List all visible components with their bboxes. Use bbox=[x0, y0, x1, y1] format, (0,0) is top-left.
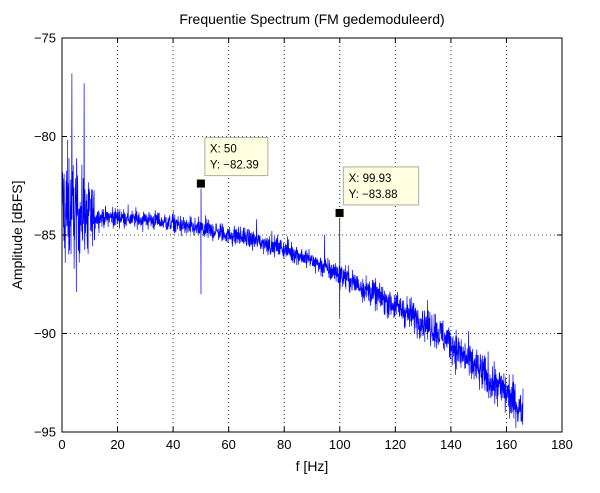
chart-title: Frequentie Spectrum (FM gedemoduleerd) bbox=[179, 11, 444, 27]
x-tick-label: 120 bbox=[384, 437, 406, 452]
datatip-box bbox=[343, 166, 420, 206]
x-tick-label: 40 bbox=[166, 437, 180, 452]
x-tick-label: 160 bbox=[496, 437, 518, 452]
datatip-y-label: Y: −82.39 bbox=[210, 160, 259, 172]
y-tick-label: −75 bbox=[34, 31, 56, 46]
y-tick-label: −90 bbox=[34, 326, 56, 341]
x-tick-label: 100 bbox=[329, 437, 351, 452]
y-axis-label: Amplitude [dBFS] bbox=[9, 181, 25, 290]
x-axis-label: f [Hz] bbox=[296, 458, 329, 474]
datatip-box bbox=[204, 137, 269, 177]
series-line bbox=[62, 73, 524, 429]
grid bbox=[62, 38, 562, 432]
series-line-layer bbox=[62, 73, 524, 429]
datatip-marker bbox=[195, 178, 206, 189]
x-tick-label: 20 bbox=[110, 437, 124, 452]
datatip-x-label: X: 50 bbox=[210, 144, 237, 156]
x-tick-label: 80 bbox=[277, 437, 291, 452]
y-tick-label: −80 bbox=[34, 129, 56, 144]
datatip-marker bbox=[334, 207, 345, 218]
x-tick-label: 0 bbox=[58, 437, 65, 452]
y-tick-label: −85 bbox=[34, 228, 56, 243]
datatip-x-label: X: 99.93 bbox=[349, 173, 392, 185]
y-tick-label: −95 bbox=[34, 425, 56, 440]
datatip-y-label: Y: −83.88 bbox=[349, 189, 398, 201]
ticks: 0 20 40 60 80 100 120 140 160 180 −95 −90 −85 −80 −75 bbox=[34, 31, 573, 453]
x-tick-label: 140 bbox=[440, 437, 462, 452]
x-tick-label: 180 bbox=[551, 437, 573, 452]
x-tick-label: 60 bbox=[221, 437, 235, 452]
datatips: X: 50 Y: −82.39 X: 99.93 Y: −83.88 bbox=[195, 137, 420, 218]
